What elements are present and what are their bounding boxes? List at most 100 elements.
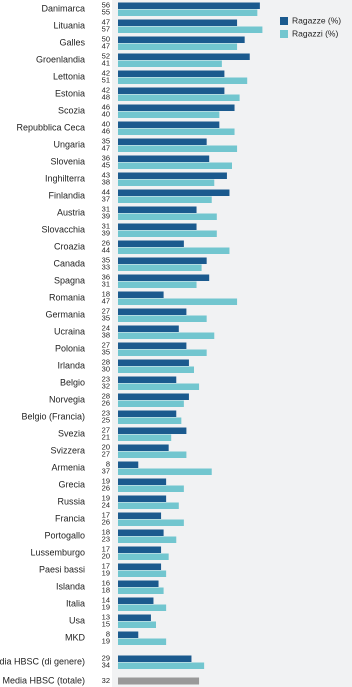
value-label: 24 (102, 324, 110, 333)
bar (118, 43, 238, 50)
bar (118, 213, 217, 220)
value-label: 16 (102, 579, 110, 588)
value-label: 23 (102, 535, 110, 544)
value-label: 8 (106, 460, 110, 469)
bar (118, 281, 197, 288)
bar (118, 138, 207, 145)
category-label: Italia (66, 598, 85, 608)
bar (118, 655, 192, 662)
bar (118, 162, 232, 169)
category-label: Lituania (53, 20, 85, 30)
value-label: 20 (102, 552, 110, 561)
value-label: 40 (102, 110, 110, 119)
bar (118, 597, 154, 604)
category-label: Usa (69, 615, 85, 625)
value-label: 42 (102, 69, 110, 78)
bar (118, 677, 200, 685)
legend-label: Ragazzi (%) (292, 28, 338, 38)
bar (118, 502, 179, 509)
bar (118, 366, 194, 373)
category-label: Russia (57, 496, 85, 506)
bar (118, 587, 164, 594)
value-label: 27 (102, 307, 110, 316)
value-label: 15 (102, 620, 110, 629)
value-label: 38 (102, 178, 110, 187)
category-label: Paesi bassi (39, 564, 85, 574)
category-label: Spagna (54, 275, 85, 285)
value-label: 26 (102, 239, 110, 248)
bar (118, 485, 184, 492)
bar (118, 580, 159, 587)
value-label: 18 (102, 290, 110, 299)
value-label: 18 (102, 586, 110, 595)
value-label: 31 (102, 205, 110, 214)
category-label: Belgio (Francia) (21, 411, 85, 421)
value-label: 29 (102, 654, 110, 663)
value-label: 46 (102, 103, 110, 112)
category-label: Grecia (58, 479, 85, 489)
bar (118, 400, 184, 407)
value-label: 47 (102, 144, 110, 153)
bar (118, 60, 222, 67)
bar (118, 529, 164, 536)
bar (118, 495, 167, 502)
value-label: 36 (102, 154, 110, 163)
bar (118, 2, 260, 9)
bar (118, 553, 169, 560)
category-label: Svizzera (50, 445, 85, 455)
value-label: 44 (102, 188, 110, 197)
legend-label: Ragazze (%) (292, 15, 341, 25)
value-label: 37 (102, 195, 110, 204)
category-label: Slovenia (50, 156, 85, 166)
bar (118, 393, 189, 400)
bar (118, 546, 162, 553)
bar (118, 662, 205, 669)
value-label: 17 (102, 511, 110, 520)
bar (118, 434, 172, 441)
bar (118, 417, 182, 424)
bar (118, 332, 215, 339)
bar (118, 77, 248, 84)
bar (118, 631, 139, 638)
bar (118, 196, 212, 203)
value-label: 23 (102, 375, 110, 384)
bar (118, 223, 197, 230)
value-label: 30 (102, 365, 110, 374)
bar (118, 240, 184, 247)
value-label: 25 (102, 416, 110, 425)
value-label: 35 (102, 348, 110, 357)
value-label: 57 (102, 25, 110, 34)
bar (118, 19, 238, 26)
value-label: 32 (102, 676, 110, 685)
category-label: Inghilterra (45, 173, 85, 183)
category-label: Galles (59, 37, 85, 47)
bar (118, 376, 177, 383)
value-label: 20 (102, 443, 110, 452)
value-label: 17 (102, 562, 110, 571)
category-label: Groenlandia (36, 54, 85, 64)
value-label: 19 (102, 477, 110, 486)
category-label: Romania (49, 292, 85, 302)
value-label: 24 (102, 501, 110, 510)
category-label: Belgio (60, 377, 85, 387)
bar (118, 189, 230, 196)
value-label: 45 (102, 161, 110, 170)
bar (118, 128, 235, 135)
bar (118, 570, 167, 577)
bar (118, 349, 207, 356)
bar (118, 461, 139, 468)
value-label: 19 (102, 569, 110, 578)
bar (118, 145, 238, 152)
bar (118, 291, 164, 298)
value-label: 43 (102, 171, 110, 180)
legend-swatch (280, 30, 288, 38)
category-label: Lettonia (53, 71, 85, 81)
bar (118, 155, 210, 162)
value-label: 26 (102, 399, 110, 408)
category-label: Norvegia (49, 394, 85, 404)
bar (118, 111, 220, 118)
value-label: 26 (102, 484, 110, 493)
category-label: Repubblica Ceca (16, 122, 85, 132)
value-label: 21 (102, 433, 110, 442)
value-label: 47 (102, 42, 110, 51)
